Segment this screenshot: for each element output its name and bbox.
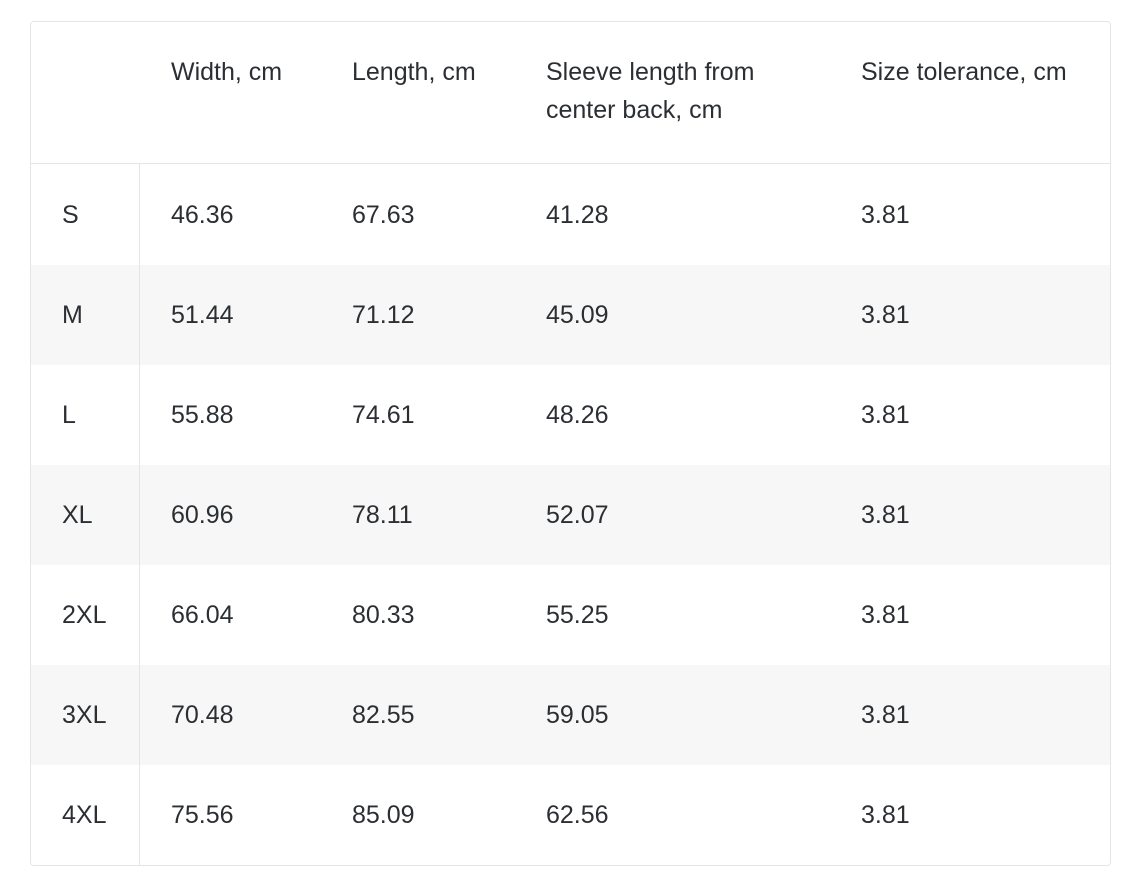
cell-sleeve-length: 41.28 xyxy=(546,200,609,229)
table-row: 3XL 70.48 82.55 59.05 3.81 xyxy=(31,665,1110,765)
table-row: S 46.36 67.63 41.28 3.81 xyxy=(31,164,1110,265)
cell-size: 4XL xyxy=(31,765,140,865)
cell-width: 51.44 xyxy=(171,301,234,329)
header-sleeve-length: Sleeve length from center back, cm xyxy=(546,58,755,124)
cell-size-tolerance: 3.81 xyxy=(861,701,910,729)
cell-size-tolerance: 3.81 xyxy=(861,301,910,329)
table-row: 2XL 66.04 80.33 55.25 3.81 xyxy=(31,565,1110,665)
cell-size: XL xyxy=(31,465,140,565)
cell-size-tolerance: 3.81 xyxy=(861,501,910,529)
cell-size: L xyxy=(31,365,140,465)
cell-length: 67.63 xyxy=(352,200,415,229)
cell-length: 74.61 xyxy=(352,401,415,429)
table-row: M 51.44 71.12 45.09 3.81 xyxy=(31,265,1110,365)
table-row: L 55.88 74.61 48.26 3.81 xyxy=(31,365,1110,465)
cell-size: M xyxy=(31,265,140,365)
cell-width: 46.36 xyxy=(171,200,234,229)
cell-sleeve-length: 59.05 xyxy=(546,701,609,729)
cell-width: 66.04 xyxy=(171,601,234,629)
cell-sleeve-length: 55.25 xyxy=(546,601,609,629)
cell-length: 80.33 xyxy=(352,601,415,629)
table-row: 4XL 75.56 85.09 62.56 3.81 xyxy=(31,765,1110,865)
cell-length: 71.12 xyxy=(352,301,415,329)
cell-size-tolerance: 3.81 xyxy=(861,200,910,229)
cell-sleeve-length: 45.09 xyxy=(546,301,609,329)
cell-length: 82.55 xyxy=(352,701,415,729)
cell-size-tolerance: 3.81 xyxy=(861,401,910,429)
table-header-row: Width, cm Length, cm Sleeve length from … xyxy=(31,22,1110,164)
cell-length: 78.11 xyxy=(352,501,413,529)
cell-size: 3XL xyxy=(31,665,140,765)
cell-sleeve-length: 62.56 xyxy=(546,801,609,829)
header-size-tolerance: Size tolerance, cm xyxy=(861,58,1067,86)
cell-size-tolerance: 3.81 xyxy=(861,801,910,829)
cell-size: 2XL xyxy=(31,565,140,665)
header-width: Width, cm xyxy=(171,58,283,86)
cell-length: 85.09 xyxy=(352,801,415,829)
size-chart-table: Width, cm Length, cm Sleeve length from … xyxy=(30,21,1111,866)
cell-size: S xyxy=(31,164,140,265)
header-length: Length, cm xyxy=(352,58,476,86)
cell-width: 55.88 xyxy=(171,401,234,429)
table-row: XL 60.96 78.11 52.07 3.81 xyxy=(31,465,1110,565)
cell-sleeve-length: 52.07 xyxy=(546,501,609,529)
cell-width: 75.56 xyxy=(171,801,234,829)
cell-sleeve-length: 48.26 xyxy=(546,401,609,429)
cell-width: 60.96 xyxy=(171,501,234,529)
cell-size-tolerance: 3.81 xyxy=(861,601,910,629)
cell-width: 70.48 xyxy=(171,701,234,729)
